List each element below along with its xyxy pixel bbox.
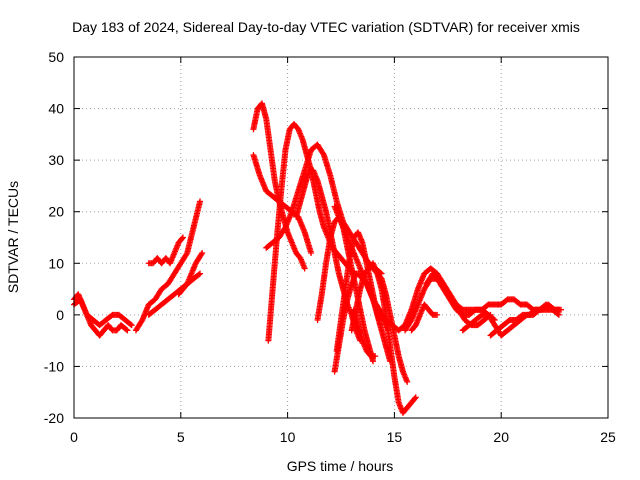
data-point <box>179 235 186 242</box>
series-arc-5 <box>145 234 186 267</box>
series-arc-24 <box>487 301 565 339</box>
y-tick-label: 20 <box>48 204 64 220</box>
data-point <box>197 270 204 277</box>
y-tick-label: -20 <box>44 410 64 426</box>
data-point <box>372 353 379 360</box>
x-tick-label: 10 <box>280 429 296 445</box>
y-tick-label: -10 <box>44 358 64 374</box>
data-point <box>411 395 418 402</box>
tick-layer: 0 5 10 15 20 25 -20 -10 0 10 20 30 40 50 <box>44 49 616 445</box>
data-point <box>558 306 565 313</box>
data-point <box>128 322 135 329</box>
data-point <box>301 265 308 272</box>
data-point <box>123 326 130 333</box>
series-arc-2 <box>71 296 135 329</box>
series-arc-21 <box>408 301 441 334</box>
series-arc-16 <box>331 270 359 375</box>
y-tick-label: 10 <box>48 255 64 271</box>
grid-layer <box>74 57 608 418</box>
data-point <box>179 234 186 241</box>
series-arc-11 <box>293 167 364 344</box>
data-point <box>320 150 327 157</box>
data-point <box>198 251 205 258</box>
data-point <box>124 327 131 334</box>
y-tick-label: 30 <box>48 152 64 168</box>
data-point <box>412 394 419 401</box>
y-tick-label: 0 <box>56 307 64 323</box>
y-tick-label: 50 <box>48 49 64 65</box>
plot-frame <box>73 56 609 419</box>
data-point <box>555 311 562 318</box>
data-point <box>404 378 411 385</box>
chart-title: Day 183 of 2024, Sidereal Day-to-day VTE… <box>72 19 580 35</box>
data-point <box>195 271 202 278</box>
data-point <box>199 249 206 256</box>
x-tick-label: 20 <box>493 429 509 445</box>
y-axis-label: SDTVAR / TECUs <box>5 181 21 293</box>
x-tick-label: 15 <box>387 429 403 445</box>
data-point <box>352 270 359 277</box>
data-point <box>197 198 204 205</box>
data-point <box>434 311 441 318</box>
x-axis-label: GPS time / hours <box>287 458 394 474</box>
x-tick-label: 25 <box>600 429 616 445</box>
data-point <box>127 321 134 328</box>
x-tick-label: 0 <box>70 429 78 445</box>
data-point <box>183 251 190 258</box>
x-tick-label: 5 <box>177 429 185 445</box>
series-arc-3 <box>132 198 204 334</box>
y-tick-label: 40 <box>48 101 64 117</box>
data-point <box>370 358 377 365</box>
plot-area <box>71 100 565 416</box>
data-point <box>308 249 315 256</box>
series-arc-6 <box>175 249 206 298</box>
